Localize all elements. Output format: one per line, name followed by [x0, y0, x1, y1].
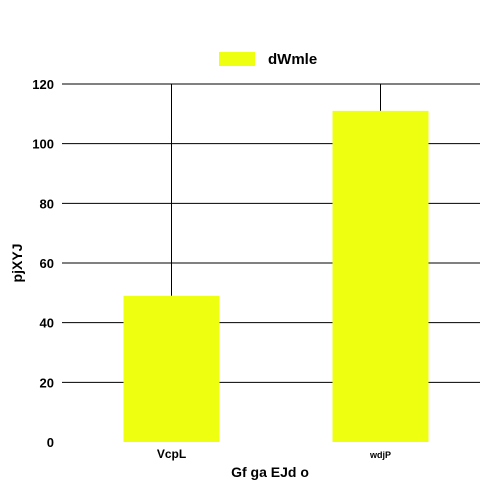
legend-label: dWmle — [268, 51, 317, 68]
legend-swatch — [219, 52, 255, 66]
y-tick-label: 20 — [40, 375, 54, 390]
y-axis-ticks: 0 20 40 60 80 100 120 — [32, 77, 54, 450]
y-tick-label: 60 — [40, 256, 54, 271]
y-tick-label: 100 — [32, 137, 54, 152]
bars — [123, 110, 429, 442]
x-tick-label: wdjP — [369, 450, 391, 460]
x-axis-ticks: VcpL wdjP — [157, 447, 391, 461]
y-tick-label: 120 — [32, 77, 54, 92]
y-tick-label: 80 — [40, 196, 54, 211]
y-axis-title: pjXYJ — [9, 244, 25, 283]
bar-VcpL — [123, 295, 220, 442]
legend: dWmle — [219, 51, 317, 68]
y-tick-label: 40 — [40, 316, 54, 331]
x-tick-label: VcpL — [157, 447, 186, 461]
error-bars — [171, 84, 381, 296]
bar-wdjP — [332, 110, 429, 442]
y-tick-label: 0 — [47, 435, 54, 450]
x-axis-title: Gf ga EJd o — [231, 464, 309, 480]
